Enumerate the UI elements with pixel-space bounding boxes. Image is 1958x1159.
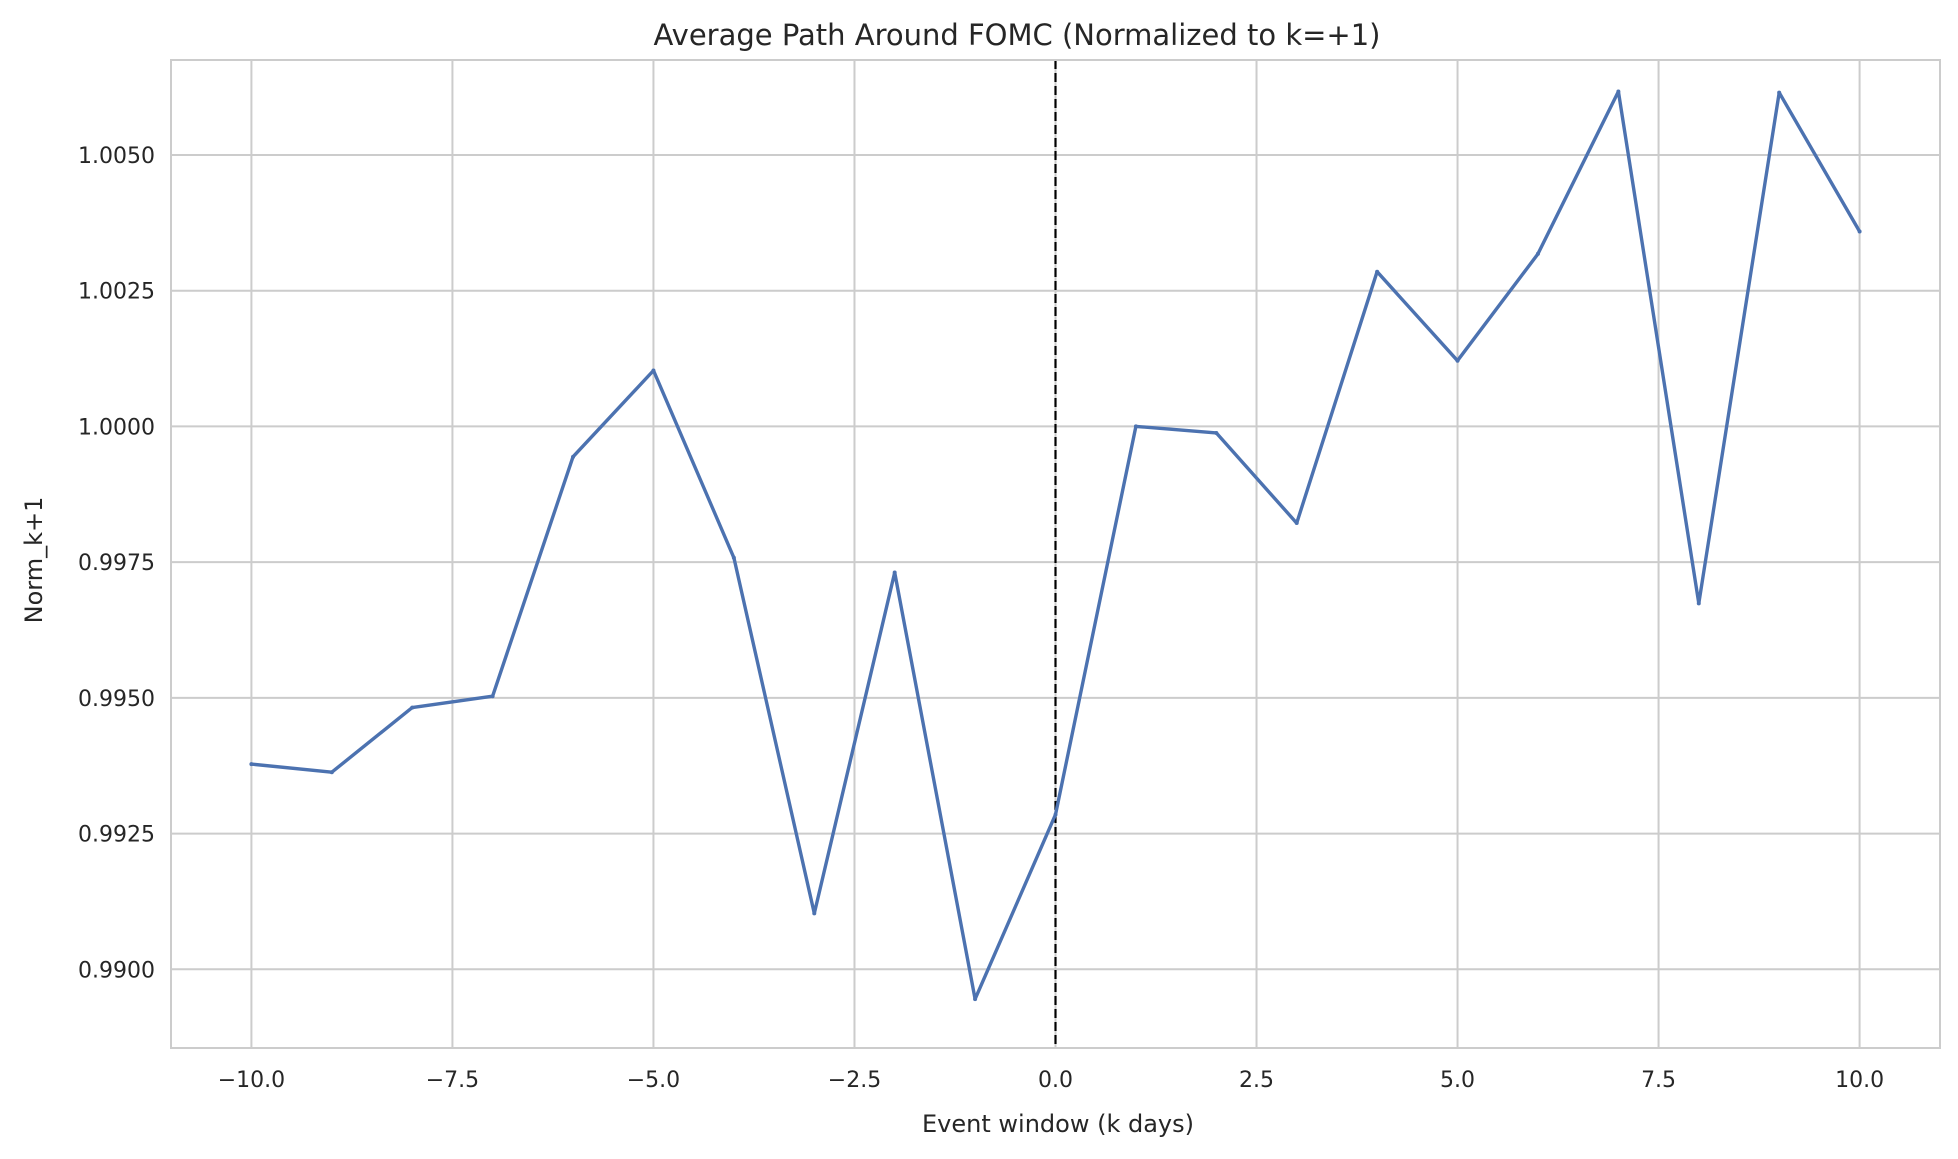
x-tick-label: 2.5: [1239, 1068, 1274, 1093]
y-tick-label: 0.9950: [78, 687, 155, 712]
data-point: [1616, 89, 1621, 94]
data-point: [410, 705, 415, 710]
data-point: [1857, 229, 1862, 234]
y-axis-label: Norm_k+1: [20, 497, 48, 624]
data-point: [490, 694, 495, 699]
data-point: [892, 570, 897, 575]
data-point: [1294, 521, 1299, 526]
x-axis-label: Event window (k days): [922, 1110, 1194, 1138]
data-point: [249, 762, 254, 767]
y-tick-label: 0.9925: [78, 823, 155, 848]
x-axis-ticks: −10.0 −7.5 −5.0 −2.5 0.0 2.5 5.0 7.5 10.0: [218, 1068, 1884, 1093]
y-tick-label: 0.9900: [78, 958, 155, 983]
x-tick-label: 5.0: [1440, 1068, 1475, 1093]
chart-title: Average Path Around FOMC (Normalized to …: [654, 18, 1381, 52]
y-tick-label: 1.0050: [78, 144, 155, 169]
data-point: [1214, 430, 1219, 435]
x-tick-label: −7.5: [426, 1068, 479, 1093]
data-point: [1535, 251, 1540, 256]
data-point: [1053, 812, 1058, 817]
data-point: [1133, 424, 1138, 429]
data-point: [1696, 601, 1701, 606]
data-point: [973, 997, 978, 1002]
data-point: [731, 555, 736, 560]
data-point: [812, 911, 817, 916]
data-point: [329, 770, 334, 775]
x-tick-label: 7.5: [1641, 1068, 1676, 1093]
x-tick-label: −5.0: [627, 1068, 680, 1093]
data-point: [571, 454, 576, 459]
x-tick-label: 10.0: [1835, 1068, 1884, 1093]
data-point: [1455, 358, 1460, 363]
y-tick-label: 1.0000: [78, 415, 155, 440]
data-point: [1375, 269, 1380, 274]
data-point: [1777, 90, 1782, 95]
x-tick-label: −2.5: [828, 1068, 881, 1093]
x-tick-label: 0.0: [1038, 1068, 1073, 1093]
data-point: [651, 368, 656, 373]
y-tick-label: 1.0025: [78, 280, 155, 305]
plot-area-frame: [170, 59, 1941, 1049]
y-tick-label: 0.9975: [78, 551, 155, 576]
x-tick-label: −10.0: [218, 1068, 285, 1093]
y-axis-ticks: 0.9900 0.9925 0.9950 0.9975 1.0000 1.0025 1.00…: [78, 144, 155, 983]
series-layer: [249, 89, 1862, 1002]
